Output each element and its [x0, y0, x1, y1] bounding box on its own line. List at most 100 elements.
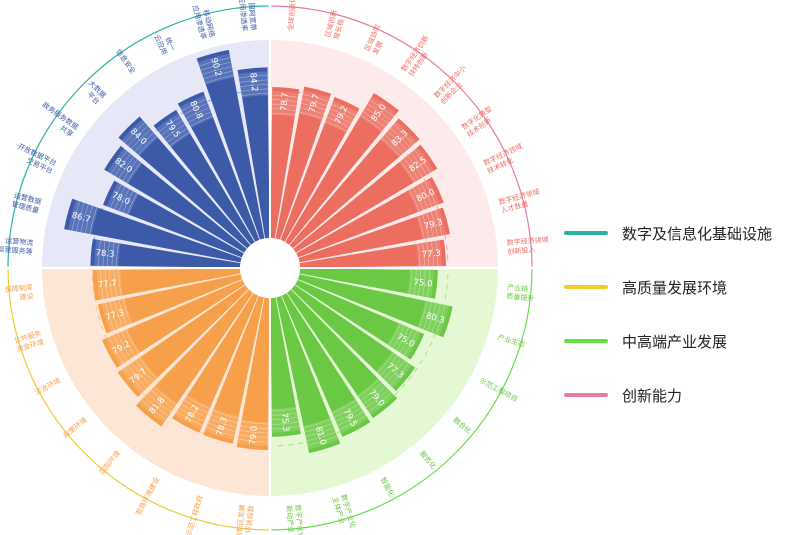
bar-stripe-1-7-3	[430, 211, 438, 237]
legend-swatch-industry	[564, 339, 608, 343]
legend-item-environment[interactable]: 高质量发展环境	[564, 260, 772, 314]
bar-stripe-3-1-4	[206, 427, 235, 437]
bar-stripe-1-6-2	[416, 185, 428, 209]
bar-stripe-3-1-3	[207, 422, 236, 432]
bar-stripe-2-5-2	[335, 407, 362, 422]
category-label-0-1: 运营数据管理质量	[11, 190, 43, 215]
bar-2-1	[297, 274, 453, 338]
bar-stripe-0-8-0	[241, 93, 268, 96]
bar-stripe-0-6-0	[190, 115, 213, 127]
bar-stripe-2-6-2	[305, 427, 335, 437]
bar-stripe-1-1-1	[300, 107, 324, 115]
bar-2-6	[276, 295, 341, 454]
bar-stripe-0-1-3	[76, 202, 85, 232]
legend-swatch-environment	[564, 285, 608, 289]
bar-1-6	[296, 177, 444, 258]
bar-stripe-0-0-3	[102, 240, 106, 266]
bar-stripe-1-5-3	[410, 152, 427, 176]
bar-stripe-3-2-2	[181, 403, 207, 418]
bar-stripe-1-7-0	[418, 215, 425, 239]
bar-stripe-0-7-1	[203, 70, 233, 80]
data-label-1-8: 77.3	[422, 249, 442, 261]
bar-stripe-2-7-2	[271, 417, 298, 421]
bar-stripe-2-6-0	[303, 419, 331, 428]
center-hole	[240, 238, 300, 298]
bar-stripe-1-2-3	[330, 108, 354, 120]
bar-stripe-1-8-2	[426, 242, 430, 267]
bar-stripe-3-7-4	[100, 270, 104, 300]
outer-border-2	[271, 269, 533, 531]
bar-stripe-2-5-0	[332, 400, 357, 414]
bar-stripe-3-0-1	[240, 425, 269, 429]
bar-stripe-2-4-2	[363, 385, 386, 405]
bar-stripe-0-8-1	[241, 88, 268, 92]
legend-item-infrastructure[interactable]: 数字及信息化基础设施	[564, 206, 772, 260]
bar-stripe-0-8-3	[239, 79, 268, 83]
bar-stripe-1-5-4	[414, 149, 431, 173]
bar-3-1	[203, 295, 264, 444]
category-label-3-0: 高新区发展环境指数	[234, 504, 255, 535]
bar-stripe-0-5-3	[161, 120, 183, 136]
data-label-3-0: 79.0	[248, 425, 260, 445]
bar-0-6	[177, 91, 260, 242]
bar-stripe-0-6-4	[181, 98, 207, 111]
category-label-0-2: 开放数据平台交易平台	[12, 142, 58, 176]
bar-band-1-8	[416, 240, 443, 267]
bar-1-3	[285, 93, 399, 245]
bar-stripe-1-7-2	[426, 213, 434, 238]
category-label-0-3: 政务服务数据共享	[35, 100, 80, 139]
bar-stripe-2-0-2	[418, 269, 422, 296]
bar-stripe-0-7-2	[202, 66, 232, 75]
bar-band-3-3	[138, 385, 178, 424]
bar-stripe-1-6-0	[409, 189, 420, 212]
bar-stripe-0-3-4	[110, 150, 128, 174]
bar-stripe-1-2-0	[325, 121, 347, 132]
bar-stripe-1-7-1	[422, 214, 430, 239]
bar-stripe-2-5-4	[339, 415, 367, 430]
category-label-0-8: 固网宽带应用渗透率	[237, 0, 258, 32]
bar-stripe-3-2-3	[178, 407, 205, 422]
category-label-2-6: 数字产业化主体产业	[330, 493, 357, 532]
data-label-2-0: 75.0	[413, 278, 433, 290]
category-label-0-5: 信息安全	[114, 47, 137, 75]
outer-border-1	[271, 5, 533, 267]
bar-stripe-1-0-1	[271, 108, 296, 111]
bar-0-3	[104, 145, 247, 253]
bar-stripe-2-4-4	[368, 392, 392, 412]
bar-2-7	[270, 297, 301, 437]
bar-stripe-2-0-3	[422, 269, 426, 297]
legend-swatch-innovation	[564, 393, 608, 397]
bar-stripe-2-2-1	[392, 325, 405, 348]
bar-band-2-5	[331, 398, 369, 434]
bar-stripe-2-1-4	[435, 304, 446, 335]
bar-band-2-4	[357, 378, 395, 415]
legend: 数字及信息化基础设施 高质量发展环境 中高端产业发展 创新能力	[564, 206, 772, 422]
bar-band-1-7	[416, 208, 447, 240]
bar-stripe-2-3-4	[390, 362, 409, 386]
bar-3-6	[97, 274, 243, 334]
bar-stripe-1-0-2	[272, 103, 297, 107]
bar-stripe-0-5-2	[164, 124, 185, 140]
bar-2-2	[295, 279, 425, 360]
category-label-2-0: 产业链质量提升	[506, 282, 536, 303]
category-label-1-1: 区域创新增长极	[323, 9, 348, 41]
legend-item-industry[interactable]: 中高端产业发展	[564, 314, 772, 368]
bar-stripe-3-7-0	[118, 269, 122, 296]
bar-stripe-0-6-2	[185, 107, 210, 119]
bar-stripe-1-4-1	[384, 134, 404, 154]
bar-3-0	[236, 297, 270, 451]
category-label-1-6: 数字经济领域技术转化	[482, 142, 528, 176]
bar-1-0	[270, 87, 300, 239]
bar-stripe-0-0-4	[98, 240, 101, 266]
bar-3-4	[117, 284, 249, 397]
bar-band-3-6	[101, 298, 133, 332]
bar-3-5	[101, 279, 245, 368]
bar-stripe-2-5-3	[337, 411, 364, 426]
bar-stripe-2-2-4	[403, 330, 418, 356]
bar-stripe-1-8-1	[422, 242, 425, 267]
bar-band-2-2	[387, 323, 421, 358]
bar-0-4	[118, 116, 251, 249]
legend-item-innovation[interactable]: 创新能力	[564, 368, 772, 422]
bar-stripe-1-0-4	[272, 94, 298, 98]
bar-1-2	[280, 97, 360, 242]
